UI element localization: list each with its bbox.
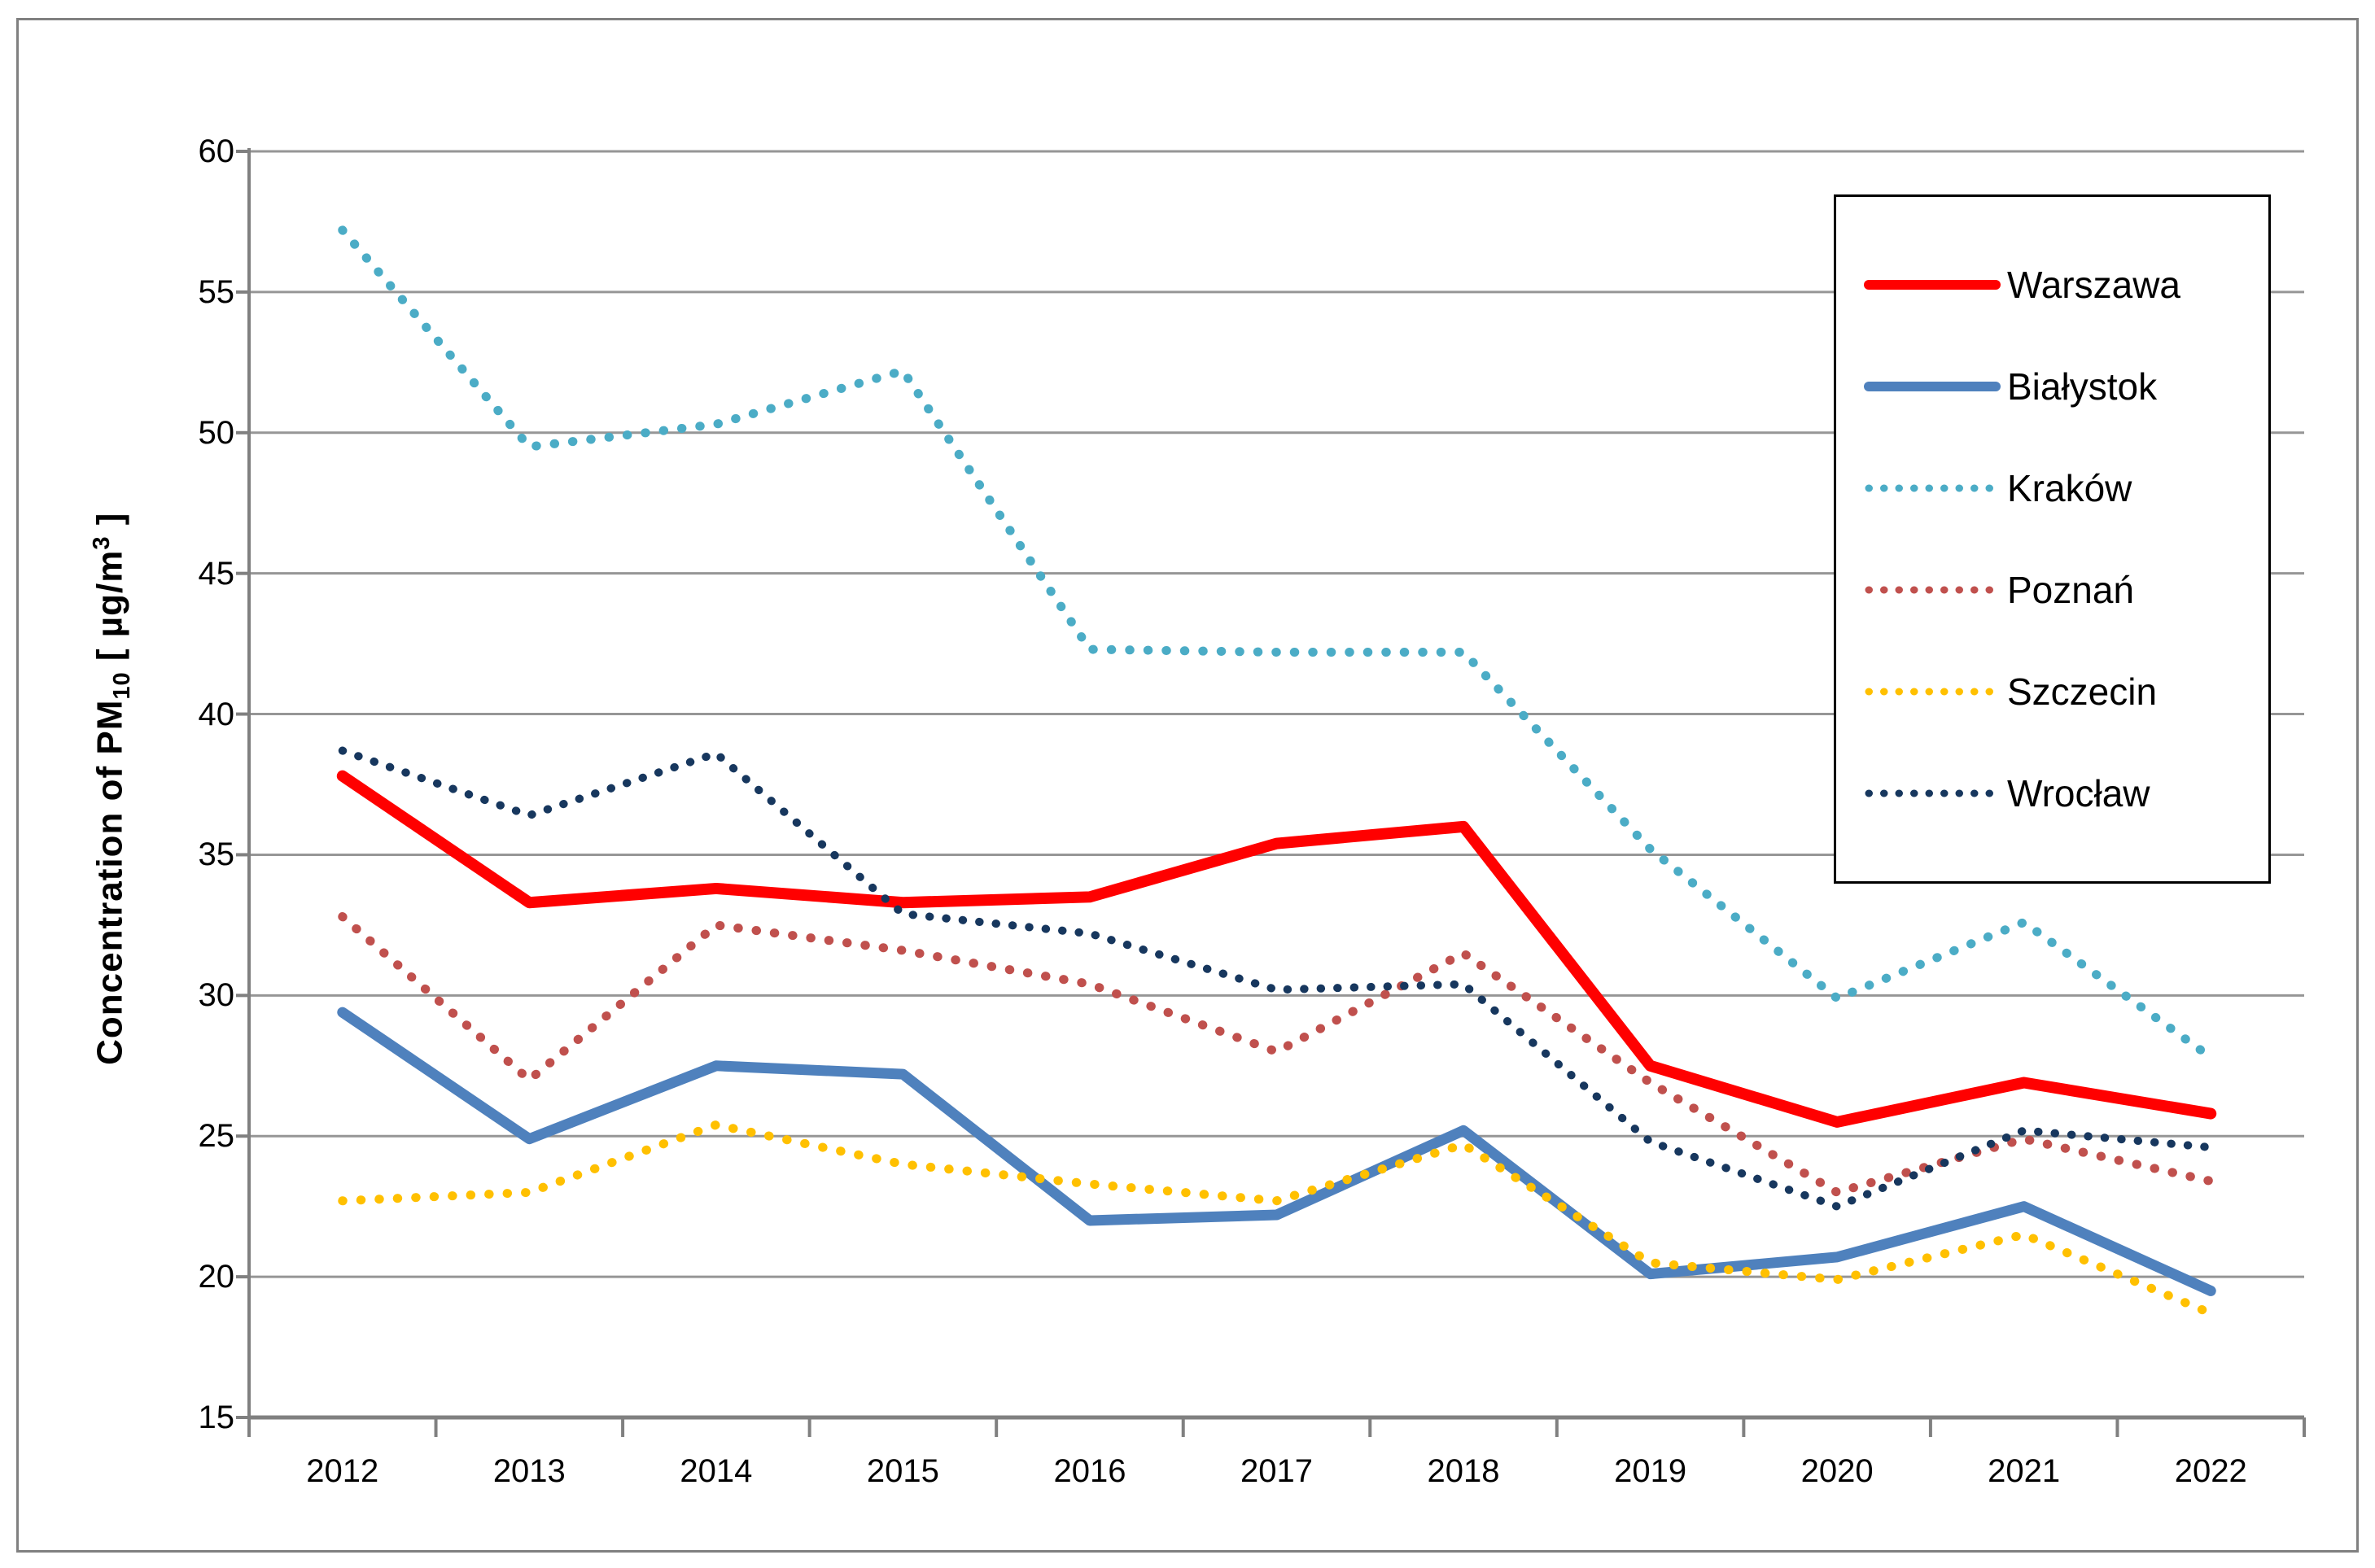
legend-swatch-Poznań	[1865, 586, 2000, 594]
legend-item-Kraków: Kraków	[1864, 466, 2268, 510]
legend-label-Poznań: Poznań	[2007, 569, 2135, 611]
y-tick-label-40: 40	[198, 696, 235, 732]
y-axis-title-units: [ µg/m	[90, 549, 130, 672]
x-tick-label-2014: 2014	[680, 1453, 753, 1489]
series-line-Białystok	[337, 1007, 2216, 1296]
x-tick-label-2016: 2016	[1053, 1453, 1126, 1489]
y-tick-label-60: 60	[198, 133, 235, 169]
y-tick-label-30: 30	[198, 977, 235, 1014]
legend-label-Warszawa: Warszawa	[2007, 264, 2180, 306]
series-line-Warszawa	[336, 770, 2217, 1128]
y-tick-label-25: 25	[198, 1118, 235, 1155]
x-tick-label-2019: 2019	[1614, 1453, 1687, 1489]
y-tick-label-35: 35	[198, 836, 235, 873]
legend-item-Poznań: Poznań	[1864, 568, 2268, 612]
y-axis-title-subscript: 10	[109, 671, 136, 700]
series-line-Poznań	[338, 912, 2215, 1197]
legend-swatch-Białystok	[1864, 382, 2001, 391]
x-tick-label-2022: 2022	[2174, 1453, 2247, 1489]
legend: Warszawa Białystok Kraków Poznań Szczecin Wro…	[1834, 194, 2271, 884]
x-tick-label-2012: 2012	[306, 1453, 379, 1489]
series-line-Kraków	[338, 225, 2215, 1062]
x-tick-label-2021: 2021	[1988, 1453, 2061, 1489]
y-axis-title-superscript: 3	[88, 535, 115, 550]
y-tick-label-20: 20	[198, 1259, 235, 1295]
legend-swatch-Kraków	[1865, 484, 2000, 492]
y-tick-label-15: 15	[198, 1400, 235, 1435]
legend-item-Białystok: Białystok	[1864, 365, 2268, 408]
x-tick-label-2015: 2015	[866, 1453, 939, 1489]
figure-border	[16, 18, 2359, 1553]
legend-label-Kraków: Kraków	[2007, 467, 2132, 509]
y-tick-label-45: 45	[198, 555, 235, 592]
y-axis-title-text: Concentration of PM	[90, 699, 130, 1065]
x-tick-label-2013: 2013	[492, 1453, 566, 1489]
legend-label-Wrocław: Wrocław	[2007, 772, 2150, 815]
legend-label-Białystok: Białystok	[2007, 365, 2158, 408]
series-line-Szczecin	[338, 1120, 2215, 1318]
legend-swatch-Warszawa	[1864, 280, 2001, 290]
y-axis-title-close: ]	[90, 512, 130, 536]
x-tick-label-2017: 2017	[1240, 1453, 1313, 1489]
x-tick-label-2018: 2018	[1427, 1453, 1500, 1489]
x-tick-label-2020: 2020	[1800, 1453, 1874, 1489]
legend-label-Szczecin: Szczecin	[2007, 670, 2158, 713]
legend-item-Wrocław: Wrocław	[1864, 771, 2268, 815]
y-tick-label-55: 55	[198, 273, 235, 310]
legend-swatch-Wrocław	[1865, 789, 2000, 797]
series-line-Wrocław	[338, 746, 2215, 1211]
y-tick-label-50: 50	[198, 414, 235, 451]
legend-item-Warszawa: Warszawa	[1864, 263, 2268, 307]
legend-item-Szczecin: Szczecin	[1864, 670, 2268, 714]
y-axis-title: Concentration of PM10 [ µg/m3 ]	[89, 382, 136, 1195]
legend-swatch-Szczecin	[1865, 688, 2000, 696]
